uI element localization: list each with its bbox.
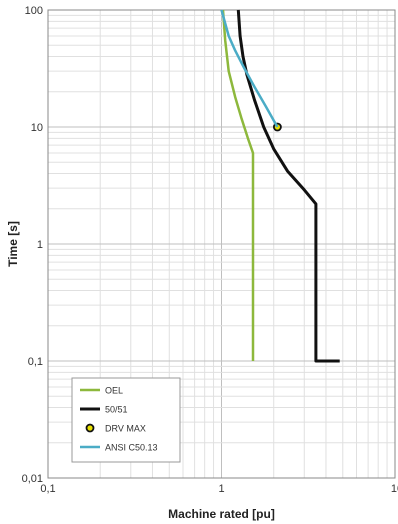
y-tick-label: 10 xyxy=(31,122,43,134)
series-layer xyxy=(220,9,340,363)
y-tick-labels: 0,01 0,1 1 10 100 xyxy=(22,5,43,485)
y-tick-label: 0,1 xyxy=(28,356,43,368)
y-tick-label: 0,01 xyxy=(22,473,43,485)
y-axis-label: Time [s] xyxy=(6,221,20,267)
legend-marker xyxy=(85,423,95,433)
x-tick-label: 0,1 xyxy=(40,483,55,495)
legend: OEL 50/51 DRV MAX ANSI C50.13 xyxy=(71,377,181,463)
series-line-ansi-c50-13 xyxy=(220,9,279,128)
x-axis-label: Machine rated [pu] xyxy=(168,507,275,521)
y-tick-label: 100 xyxy=(25,5,43,17)
x-tick-label: 1 xyxy=(218,483,224,495)
series-line-50-51 xyxy=(236,9,340,363)
legend-label: 50/51 xyxy=(105,405,128,415)
legend-label: OEL xyxy=(105,386,123,396)
y-tick-label: 1 xyxy=(37,239,43,251)
x-tick-label: 10 xyxy=(391,483,398,495)
legend-label: DRV MAX xyxy=(105,424,146,434)
legend-label: ANSI C50.13 xyxy=(105,443,158,453)
grid xyxy=(48,10,395,478)
x-tick-labels: 0,1 1 10 xyxy=(40,483,398,495)
series-line-oel xyxy=(221,9,255,361)
